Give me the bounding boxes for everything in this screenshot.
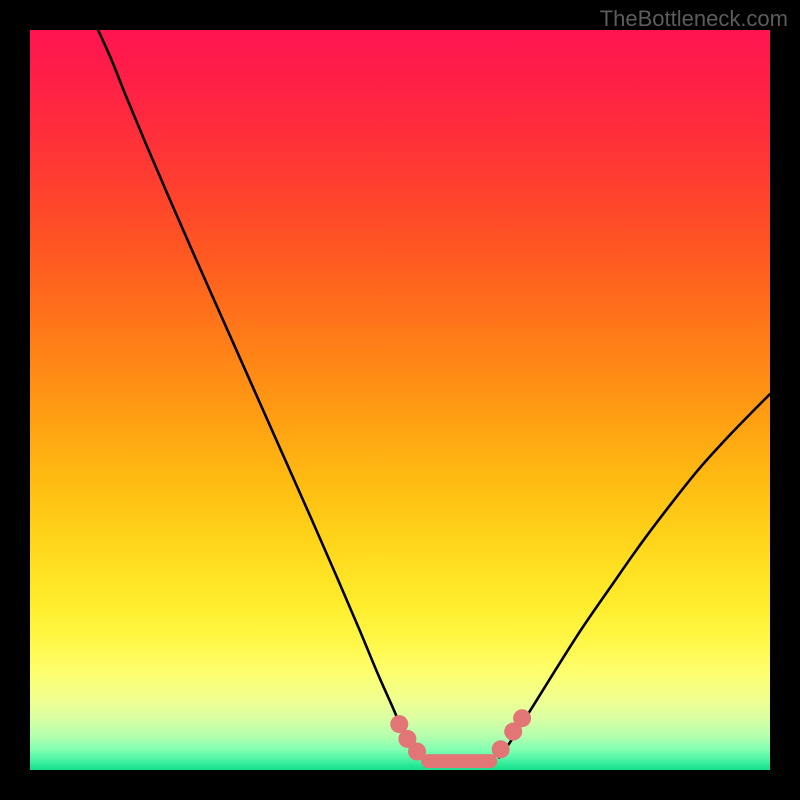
chart-root: TheBottleneck.com [0,0,800,800]
bottom-marker-dot [408,743,426,761]
chart-svg [30,30,770,770]
attribution-label: TheBottleneck.com [600,6,788,32]
plot-frame [30,30,770,770]
chart-background [30,30,770,770]
bottom-marker-dot [513,709,531,727]
bottom-marker-dot [492,740,510,758]
